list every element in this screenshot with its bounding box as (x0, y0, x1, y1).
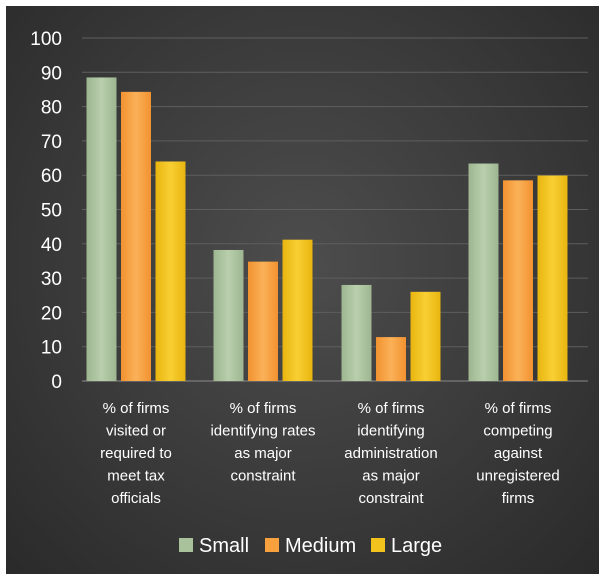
bar-medium (248, 261, 278, 381)
legend: Small Medium Large (179, 535, 442, 557)
y-tick-label: 50 (41, 201, 62, 222)
legend-swatch-small (179, 538, 193, 552)
x-tick-label: administration (344, 445, 437, 462)
x-tick-label: unregistered (476, 468, 559, 485)
y-tick-label: 60 (41, 166, 62, 187)
legend-label-small: Small (199, 535, 249, 557)
legend-label-medium: Medium (285, 535, 356, 557)
bar-chart: 0 10 20 30 40 50 60 70 80 90 100 % of firms visited… (30, 29, 588, 557)
x-tick-label: % of firms (485, 400, 552, 417)
x-tick-label: constraint (358, 490, 424, 507)
chart-area: 0 10 20 30 40 50 60 70 80 90 100 % of firms visited… (6, 6, 599, 574)
x-tick-label: visited or (106, 423, 166, 440)
bar-medium (121, 91, 151, 381)
bar-small (86, 77, 117, 381)
y-tick-label: 0 (51, 372, 62, 393)
bar-small (341, 284, 372, 381)
bar-large (537, 175, 568, 381)
x-tick-label: % of firms (103, 400, 170, 417)
legend-label-large: Large (391, 535, 442, 557)
x-tick-label: as major (362, 468, 420, 485)
x-tick-label: identifying rates (210, 423, 315, 440)
bar-large (410, 291, 441, 381)
y-tick-label: 20 (41, 303, 62, 324)
bar-small (213, 249, 244, 381)
bars (86, 77, 568, 381)
y-tick-label: 100 (30, 29, 62, 50)
bar-large (282, 239, 313, 381)
bar-small (468, 163, 499, 381)
x-tick-label: required to (100, 445, 172, 462)
x-tick-label: as major (234, 445, 292, 462)
y-tick-label: 40 (41, 235, 62, 256)
x-tick-label: % of firms (230, 400, 297, 417)
x-tick-label: officials (111, 490, 161, 507)
x-tick-label: firms (502, 490, 535, 507)
legend-swatch-medium (265, 538, 279, 552)
y-tick-label: 90 (41, 63, 62, 84)
y-tick-label: 30 (41, 269, 62, 290)
x-tick-label: competing (483, 423, 552, 440)
x-tick-label: against (494, 445, 543, 462)
x-tick-label: % of firms (358, 400, 425, 417)
bar-medium (376, 337, 406, 381)
bar-large (155, 161, 186, 381)
y-tick-label: 70 (41, 132, 62, 153)
x-tick-label: constraint (230, 468, 296, 485)
y-tick-label: 10 (41, 338, 62, 359)
y-tick-label: 80 (41, 98, 62, 119)
x-tick-label: meet tax (107, 468, 165, 485)
x-axis: % of firms visited or required to meet tax o… (100, 400, 560, 507)
x-tick-label: identifying (357, 423, 425, 440)
bar-medium (503, 180, 533, 381)
y-axis: 0 10 20 30 40 50 60 70 80 90 100 (30, 29, 62, 393)
legend-swatch-large (371, 538, 385, 552)
